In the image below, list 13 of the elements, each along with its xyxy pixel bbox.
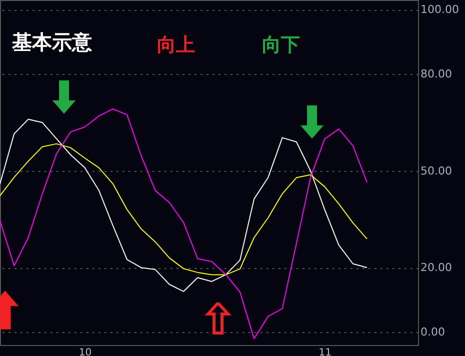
y-tick-label: 100.00 [420,3,459,16]
line-series [0,143,368,276]
x-tick-label: 11 [318,348,332,356]
y-tick-label: 0.00 [420,326,445,339]
line-series [0,118,368,292]
text: 基本示意 [11,30,93,54]
x-tick-label: 10 [78,348,92,356]
line-series [0,108,368,340]
annotation: 向上 [157,34,195,56]
y-tick-label: 80.00 [420,68,452,81]
y-tick-label: 50.00 [420,164,452,178]
annotation: 向下 [262,34,300,56]
y-tick-label: 20.00 [420,261,452,274]
